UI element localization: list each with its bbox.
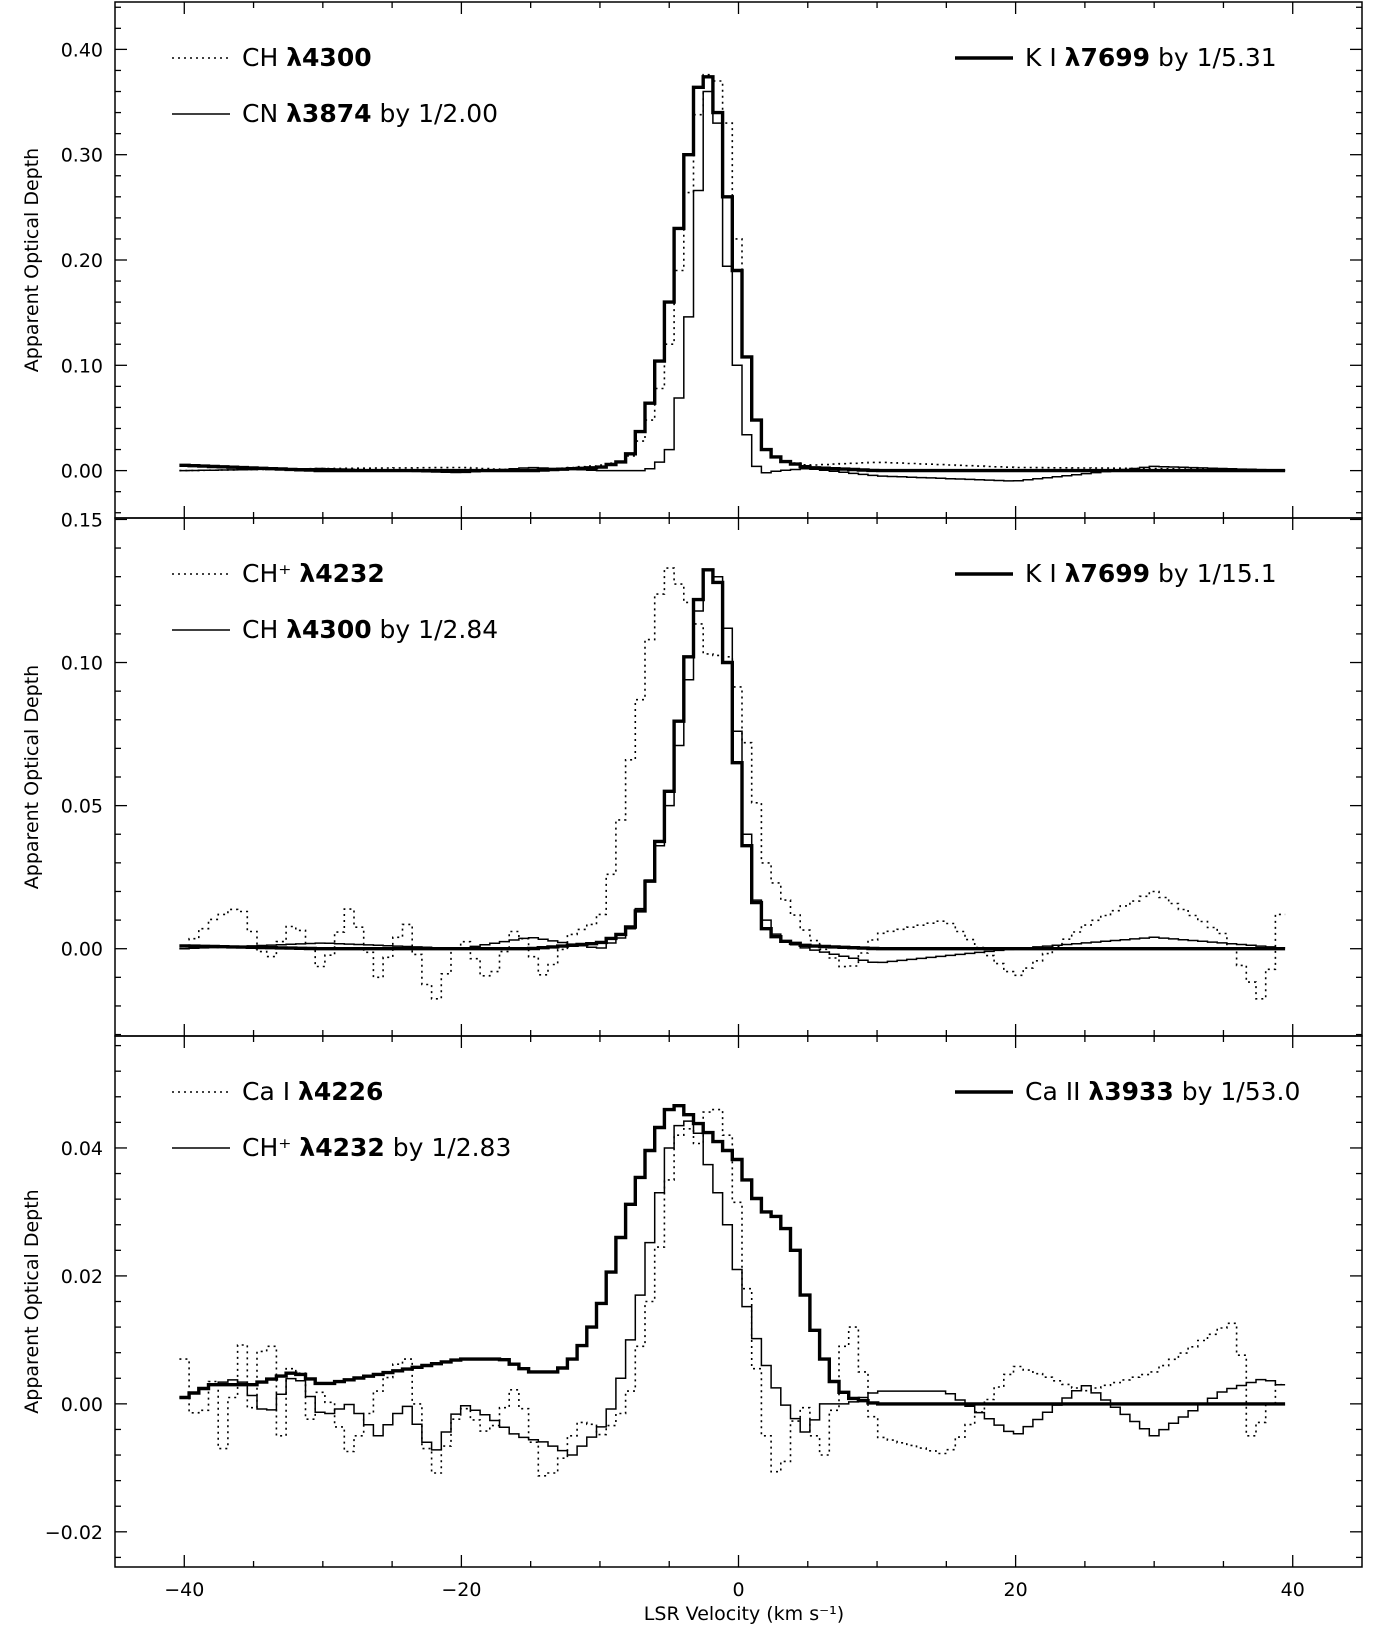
y-axis-title: Apparent Optical Depth (21, 665, 43, 889)
legend-entry: CH λ4300 by 1/2.84 (242, 615, 498, 644)
y-tick-label: 0.10 (61, 653, 103, 675)
legend-scale: by 1/53.0 (1174, 1077, 1301, 1106)
legend-scale: by 1/2.83 (385, 1133, 512, 1162)
y-tick-label: 0.30 (61, 145, 103, 167)
legend-species: CH⁺ (242, 1133, 299, 1162)
y-tick-label: 0.15 (61, 509, 103, 531)
y-tick-label: 0.00 (61, 939, 103, 961)
panel-frame (114, 1035, 1363, 1568)
y-tick-label: 0.00 (61, 1394, 103, 1416)
legend-species: CH (242, 43, 286, 72)
legend-wavelength: λ4232 (299, 1133, 384, 1162)
legend-species: CH (242, 615, 286, 644)
legend-entry: Ca II λ3933 by 1/53.0 (1025, 1077, 1300, 1106)
y-tick-label: 0.20 (61, 250, 103, 272)
y-axis-title: Apparent Optical Depth (21, 1189, 43, 1413)
y-tick-label: 0.10 (61, 355, 103, 377)
legend-entry: CH⁺ λ4232 (242, 559, 385, 588)
legend-wavelength: λ3874 (286, 99, 371, 128)
legend-entry: CH⁺ λ4232 by 1/2.83 (242, 1133, 511, 1162)
legend-species: K I (1025, 559, 1065, 588)
legend-scale: by 1/2.84 (372, 615, 499, 644)
series-line-thin (179, 90, 1286, 482)
legend-species: Ca I (242, 1077, 298, 1106)
legend-wavelength: λ7699 (1065, 43, 1150, 72)
legend-species: Ca II (1025, 1077, 1088, 1106)
x-tick-label: 20 (1004, 1579, 1028, 1601)
x-tick-label: 40 (1281, 1579, 1305, 1601)
y-tick-label: 0.40 (61, 39, 103, 61)
x-tick-label: −20 (441, 1579, 481, 1601)
legend-species: CN (242, 99, 286, 128)
legend-scale: by 1/15.1 (1150, 559, 1277, 588)
series-line-dotted (179, 1108, 1286, 1477)
panel-3: −40 −20 0 20 40 −0.02 0.00 0.02 0.04 Apparent Opt… (21, 1035, 1363, 1601)
y-tick-label: 0.05 (61, 796, 103, 818)
series-line-thick (179, 1103, 1286, 1406)
x-tick-label: 0 (732, 1579, 744, 1601)
panel-1: 0.00 0.10 0.20 0.30 0.40 Apparent Optical Dep… (21, 1, 1363, 519)
legend-entry: CN λ3874 by 1/2.00 (242, 99, 498, 128)
legend-scale: by 1/5.31 (1150, 43, 1277, 72)
legend-wavelength: λ4232 (299, 559, 384, 588)
legend-entry: K I λ7699 by 1/5.31 (1025, 43, 1277, 72)
legend-species: CH⁺ (242, 559, 299, 588)
series-line-dotted (179, 73, 1286, 472)
legend-entry: CH λ4300 (242, 43, 372, 72)
series-line-thick (179, 75, 1286, 473)
legend-species: K I (1025, 43, 1065, 72)
legend-scale: by 1/2.00 (372, 99, 499, 128)
panel-2: 0.00 0.05 0.10 0.15 Apparent Optical Depth CH… (21, 509, 1363, 1037)
series-line-thick (179, 568, 1286, 951)
legend-wavelength: λ3933 (1088, 1077, 1173, 1106)
y-tick-label: 0.04 (61, 1138, 103, 1160)
legend-wavelength: λ4226 (298, 1077, 383, 1106)
legend-entry: K I λ7699 by 1/15.1 (1025, 559, 1277, 588)
panel-frame (114, 1, 1363, 519)
panel-frame (114, 517, 1363, 1037)
legend-wavelength: λ4300 (286, 615, 371, 644)
y-tick-label: −0.02 (45, 1522, 103, 1544)
y-tick-label: 0.02 (61, 1266, 103, 1288)
series-line-thin (179, 1120, 1286, 1456)
panels: 0.00 0.10 0.20 0.30 0.40 Apparent Optical Dep… (21, 1, 1363, 1601)
x-tick-label: −40 (164, 1579, 204, 1601)
legend-wavelength: λ7699 (1065, 559, 1150, 588)
y-axis-title: Apparent Optical Depth (21, 148, 43, 372)
y-tick-label: 0.00 (61, 461, 103, 483)
x-axis-title: LSR Velocity (km s⁻¹) (644, 1603, 844, 1625)
legend-wavelength: λ4300 (286, 43, 371, 72)
legend-entry: Ca I λ4226 (242, 1077, 383, 1106)
